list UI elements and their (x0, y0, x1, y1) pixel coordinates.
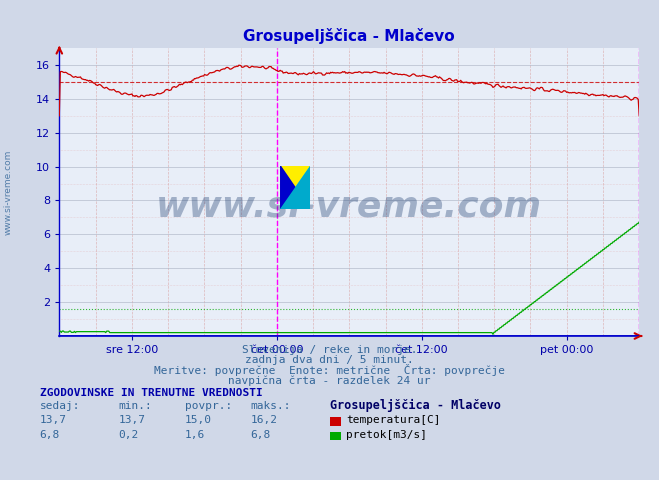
Polygon shape (280, 166, 310, 209)
Text: zadnja dva dni / 5 minut.: zadnja dva dni / 5 minut. (245, 355, 414, 365)
Text: povpr.:: povpr.: (185, 401, 232, 411)
Text: Slovenija / reke in morje.: Slovenija / reke in morje. (242, 345, 417, 355)
Text: Grosupeljščica - Mlačevo: Grosupeljščica - Mlačevo (330, 399, 500, 412)
Text: pretok[m3/s]: pretok[m3/s] (346, 430, 427, 440)
Text: 6,8: 6,8 (40, 430, 60, 440)
Text: 16,2: 16,2 (250, 415, 277, 425)
Text: 13,7: 13,7 (119, 415, 146, 425)
Polygon shape (280, 166, 310, 209)
Text: min.:: min.: (119, 401, 152, 411)
Polygon shape (280, 166, 310, 209)
Text: maks.:: maks.: (250, 401, 291, 411)
Text: www.si-vreme.com: www.si-vreme.com (3, 149, 13, 235)
Text: 15,0: 15,0 (185, 415, 212, 425)
Text: 6,8: 6,8 (250, 430, 271, 440)
Text: 1,6: 1,6 (185, 430, 205, 440)
Text: temperatura[C]: temperatura[C] (346, 415, 440, 425)
Text: 13,7: 13,7 (40, 415, 67, 425)
Text: Meritve: povprečne  Enote: metrične  Črta: povprečje: Meritve: povprečne Enote: metrične Črta:… (154, 364, 505, 376)
Text: www.si-vreme.com: www.si-vreme.com (156, 190, 542, 223)
Polygon shape (280, 166, 310, 209)
Title: Grosupeljščica - Mlačevo: Grosupeljščica - Mlačevo (243, 28, 455, 44)
Text: ZGODOVINSKE IN TRENUTNE VREDNOSTI: ZGODOVINSKE IN TRENUTNE VREDNOSTI (40, 388, 262, 398)
Text: navpična črta - razdelek 24 ur: navpična črta - razdelek 24 ur (228, 376, 431, 386)
Text: 0,2: 0,2 (119, 430, 139, 440)
Text: sedaj:: sedaj: (40, 401, 80, 411)
